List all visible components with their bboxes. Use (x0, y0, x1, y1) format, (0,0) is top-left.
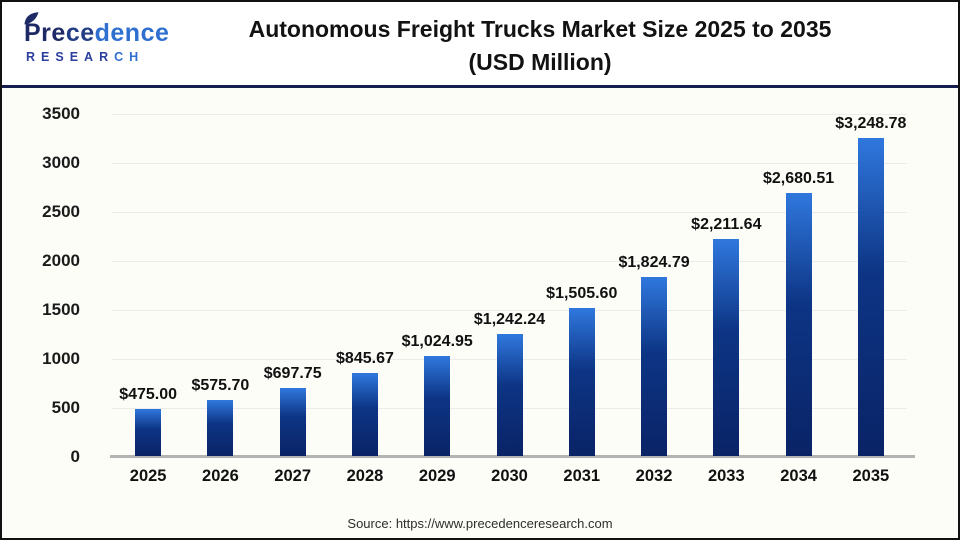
logo-text-part2: ce (65, 19, 95, 47)
bar-value-label: $475.00 (119, 386, 178, 404)
y-tick-label: 2500 (42, 202, 80, 221)
logo-subtitle-part1: RESEAR (26, 50, 115, 64)
bar-value-label: $1,024.95 (401, 332, 473, 350)
logo-subtitle-part2: CH (114, 50, 145, 64)
bar (568, 308, 595, 456)
chart-title-line1: Autonomous Freight Trucks Market Size 20… (248, 16, 832, 42)
y-tick-label: 500 (51, 398, 80, 417)
y-tick-label: 1000 (42, 349, 80, 368)
x-tick-label: 2028 (346, 467, 384, 485)
x-axis: 2025 2026 2027 2028 2029 2030 2031 2032 2033 2034… (112, 467, 907, 491)
x-tick-label: 2026 (202, 467, 239, 485)
bar (857, 137, 884, 456)
bar (207, 399, 234, 456)
bar (424, 355, 451, 456)
leaf-icon (24, 12, 39, 25)
bar (785, 193, 812, 456)
y-tick-label: 0 (70, 447, 80, 466)
y-tick-label: 1500 (42, 300, 80, 319)
y-tick-label: 3500 (42, 104, 80, 123)
x-tick-label: 2032 (635, 467, 673, 485)
bar (351, 373, 378, 456)
bar (496, 334, 523, 456)
chart-title: Autonomous Freight Trucks Market Size 20… (152, 13, 928, 79)
gridline (112, 261, 907, 262)
x-tick-label: 2030 (491, 467, 528, 485)
y-tick-label: 3000 (42, 153, 80, 172)
plot-area: $475.00 $575.70 $697.75 $845.67 $1,024.95 $1,… (110, 114, 915, 458)
gridline (112, 212, 907, 213)
x-tick-label: 2029 (418, 467, 456, 485)
logo-text-part3: dence (94, 19, 170, 47)
x-tick-label: 2035 (852, 467, 890, 485)
bar (713, 239, 740, 456)
bar-value-label: $845.67 (336, 350, 394, 368)
bar-value-label: $1,242.24 (473, 311, 546, 329)
y-axis: 0 500 1000 1500 2000 2500 3000 3500 (2, 104, 96, 466)
x-tick-label: 2033 (707, 467, 745, 485)
gridline (112, 163, 907, 164)
bar-value-label: $3,248.78 (835, 114, 907, 132)
logo-text-part1: Pre (24, 19, 66, 47)
source-text: Source: https://www.precedenceresearch.c… (347, 516, 613, 531)
bar-value-label: $697.75 (263, 364, 322, 382)
x-axis-baseline (110, 455, 915, 458)
precedence-logo: Precedence RESEARCH (24, 12, 184, 64)
bar (641, 277, 668, 456)
gridline (112, 114, 907, 115)
bar-value-label: $1,824.79 (618, 254, 690, 272)
bar (135, 409, 162, 456)
logo-wordmark: Precedence (24, 12, 184, 48)
chart-title-line2: (USD Million) (468, 49, 612, 75)
bar-value-label: $2,211.64 (691, 216, 762, 234)
bar-value-label: $575.70 (191, 376, 250, 394)
x-tick-label: 2027 (274, 467, 312, 485)
logo-subtitle: RESEARCH (24, 50, 184, 64)
x-tick-label: 2034 (780, 467, 817, 485)
y-tick-label: 2000 (42, 251, 80, 270)
bar-value-label: $1,505.60 (546, 285, 618, 303)
bar (279, 387, 306, 456)
gridline (112, 310, 907, 311)
header: Precedence RESEARCH Autonomous Freight T… (2, 2, 958, 88)
x-tick-label: 2025 (129, 467, 167, 485)
bar-value-label: $2,680.51 (762, 170, 835, 188)
x-tick-label: 2031 (563, 467, 601, 485)
